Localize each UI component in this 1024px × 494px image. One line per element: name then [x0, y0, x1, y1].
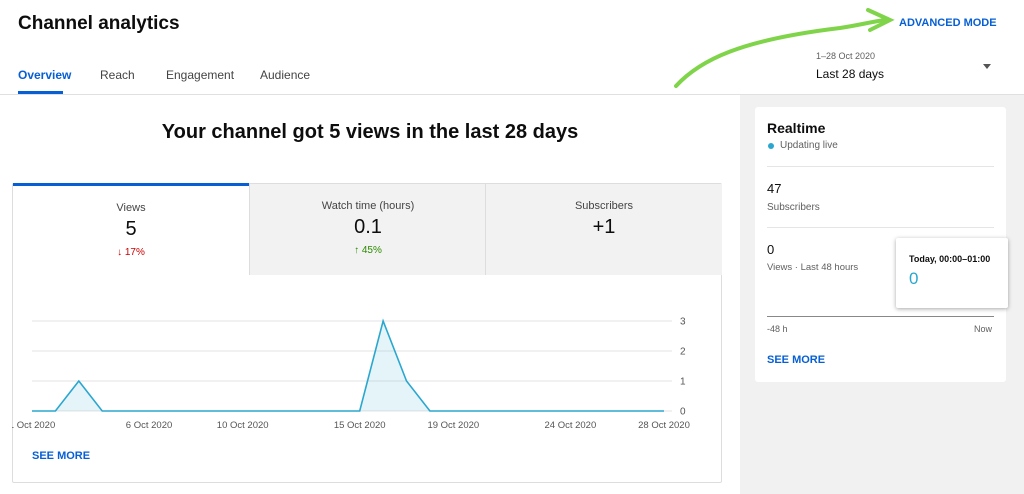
- metric-change: ↓ 17%: [13, 247, 249, 258]
- advanced-mode-link[interactable]: ADVANCED MODE: [899, 17, 997, 29]
- tab[interactable]: Audience: [260, 68, 311, 82]
- views-label: Views · Last 48 hours: [767, 262, 859, 273]
- realtime-axis: [767, 316, 994, 317]
- tooltip-title: Today, 00:00–01:00: [909, 254, 991, 264]
- metric-card[interactable]: Watch time (hours) 0.1 ↑ 45%: [249, 184, 486, 275]
- line: [32, 318, 664, 412]
- x-tick-label: 1 Oct 2020: [12, 420, 55, 431]
- x-tick-label: 15 Oct 2020: [334, 420, 386, 431]
- divider: [767, 227, 994, 228]
- metric-value: +1: [592, 216, 616, 238]
- metric-card[interactable]: Subscribers +1: [485, 184, 722, 275]
- see-more-link[interactable]: SEE MORE: [32, 450, 91, 462]
- change-value: 17%: [124, 247, 145, 258]
- divider: [767, 166, 994, 167]
- subscriber-label: Subscribers: [767, 202, 820, 213]
- area: [32, 321, 664, 411]
- metric-value: 5: [125, 218, 137, 240]
- change-value: 45%: [361, 245, 382, 256]
- tab[interactable]: Reach: [100, 68, 135, 82]
- realtime-title: Realtime: [767, 120, 826, 136]
- realtime-see-more[interactable]: SEE MORE: [767, 354, 826, 366]
- page-title: Channel analytics: [18, 13, 180, 34]
- metric-value: 0.1: [354, 216, 382, 238]
- views-count: 0: [767, 242, 775, 257]
- up-arrow: ↑: [354, 245, 362, 256]
- annotation-arrow: [674, 18, 887, 88]
- axis-end: Now: [974, 324, 993, 334]
- metric-label: Views: [116, 202, 146, 214]
- x-tick-label: 24 Oct 2020: [544, 420, 596, 431]
- date-range: 1–28 Oct 2020: [816, 51, 876, 61]
- dropdown-icon[interactable]: [983, 64, 991, 69]
- tooltip-value: 0: [909, 269, 919, 288]
- metric-card[interactable]: Views 5 ↓ 17%: [13, 183, 249, 277]
- metric-label: Watch time (hours): [321, 200, 415, 212]
- x-tick-label: 6 Oct 2020: [126, 420, 172, 431]
- realtime-status: Updating live: [780, 140, 838, 151]
- tab[interactable]: Engagement: [166, 68, 235, 82]
- period[interactable]: Last 28 days: [816, 67, 885, 81]
- y-tick-label: 0: [680, 407, 686, 418]
- y-tick-label: 3: [680, 317, 686, 328]
- y-tick-label: 2: [680, 347, 686, 358]
- tooltip: Today, 00:00–01:00 0: [896, 238, 1008, 308]
- annotation-arrowhead: [866, 8, 895, 32]
- x-tick-label: 10 Oct 2020: [217, 420, 269, 431]
- header-decor: [0, 8, 1024, 95]
- live-dot: [768, 143, 774, 149]
- axis-start: -48 h: [767, 324, 788, 334]
- tab-underline: [18, 91, 63, 94]
- down-arrow: ↓: [117, 247, 125, 258]
- y-tick-label: 1: [680, 377, 686, 388]
- metric-change: ↑ 45%: [250, 245, 486, 256]
- subscriber-count: 47: [767, 181, 782, 196]
- chart-card: [12, 183, 722, 483]
- metric-label: Subscribers: [574, 200, 634, 212]
- tab[interactable]: Overview: [18, 68, 72, 82]
- headline: Your channel got 5 views in the last 28 …: [161, 121, 579, 143]
- x-tick-label: 28 Oct 2020: [638, 420, 690, 431]
- x-tick-label: 19 Oct 2020: [427, 420, 479, 431]
- line-chart: 0 1 2 3 1 Oct 2020 6 Oct 2020 10 Oct 2020 15 Oc…: [12, 317, 690, 432]
